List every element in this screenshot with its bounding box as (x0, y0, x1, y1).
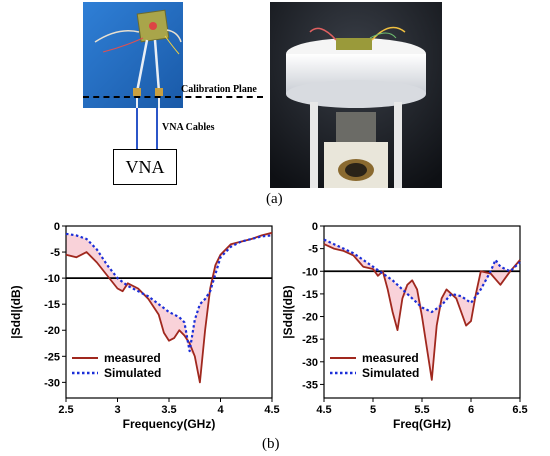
chart-left-x-axis-label: Frequency(GHz) (123, 417, 216, 431)
chart-left-series-simulated-line (65, 232, 273, 353)
chart-right-difference-fill (324, 239, 520, 380)
chart-left-x-tick-label: 3 (114, 404, 120, 416)
chart-left: 2.5 3 3.5 4 4.5 0 -5 -10 -15 -20 -25 -30 Frequency(G… (9, 221, 280, 431)
vna-cable-right (156, 108, 158, 150)
chart-left-y-tick-label: -20 (44, 325, 60, 337)
chart-right-y-tick-label: -10 (302, 266, 318, 278)
chart-right-y-tick-label: -30 (302, 357, 318, 369)
chart-right-y-tick-label: -5 (308, 244, 318, 256)
measurement-setup-drawing (270, 2, 442, 188)
chart-left-y-tick-label: -10 (44, 273, 60, 285)
fixture-photo-drawing (83, 2, 183, 108)
chart-left-legend-label-measured: measured (104, 351, 161, 365)
chart-left-legend-label-simulated: Simulated (104, 366, 161, 380)
chart-right-y-tick-label: 0 (312, 221, 318, 233)
part-a-label: (a) (266, 191, 283, 207)
fixture-photo (83, 2, 183, 108)
chart-right-x-tick-label: 6 (468, 404, 474, 416)
chart-right-x-tick-label: 5 (370, 404, 376, 416)
part-b-label: (b) (262, 436, 280, 452)
chart-left-y-tick-label: -30 (44, 377, 60, 389)
chart-right-y-tick-label: -20 (302, 312, 318, 324)
chart-left-y-tick-label: -5 (50, 247, 60, 259)
chart-right-y-tick-label: -25 (302, 334, 318, 346)
chart-right: 4.5 5 5.5 6 6.5 0 -5 -10 -15 -20 -25 -30 -35 Freq(GHz… (281, 221, 528, 431)
chart-right-legend-label-simulated: Simulated (362, 366, 419, 380)
chart-right-legend-label-measured: measured (362, 351, 419, 365)
chart-left-y-axis-label: |Sdd|(dB) (9, 285, 23, 338)
chart-left-y-tick-label: -25 (44, 351, 60, 363)
chart-right-x-tick-label: 4.5 (316, 404, 331, 416)
chart-right-x-tick-label: 5.5 (414, 404, 429, 416)
chart-left-y-tick-label: 0 (54, 221, 60, 233)
vna-box: VNA (113, 149, 177, 185)
chart-left-x-tick-label: 3.5 (161, 404, 176, 416)
chart-right-y-tick-label: -35 (302, 379, 318, 391)
vna-box-label: VNA (125, 157, 165, 177)
chart-left-x-tick-label: 2.5 (58, 404, 73, 416)
calibration-plane-label: Calibration Plane (181, 84, 257, 95)
chart-right-y-tick-label: -15 (302, 289, 318, 301)
chart-right-y-axis-label: |Sdd|(dB) (281, 285, 295, 338)
chart-left-x-tick-label: 4 (217, 404, 224, 416)
measurement-setup-photo (270, 2, 442, 188)
chart-right-series-measured-line (323, 243, 521, 381)
vna-cable-left (136, 108, 138, 150)
chart-right-x-axis-label: Freq(GHz) (393, 417, 451, 431)
chart-left-series-measured-line (65, 231, 273, 384)
vna-cables-label: VNA Cables (162, 122, 215, 133)
chart-right-series-simulated-line (323, 238, 521, 314)
chart-left-y-tick-label: -15 (44, 299, 60, 311)
chart-left-difference-fill (66, 232, 272, 383)
chart-left-x-tick-label: 4.5 (264, 404, 279, 416)
calibration-plane-line (83, 96, 263, 98)
chart-right-x-tick-label: 6.5 (512, 404, 527, 416)
